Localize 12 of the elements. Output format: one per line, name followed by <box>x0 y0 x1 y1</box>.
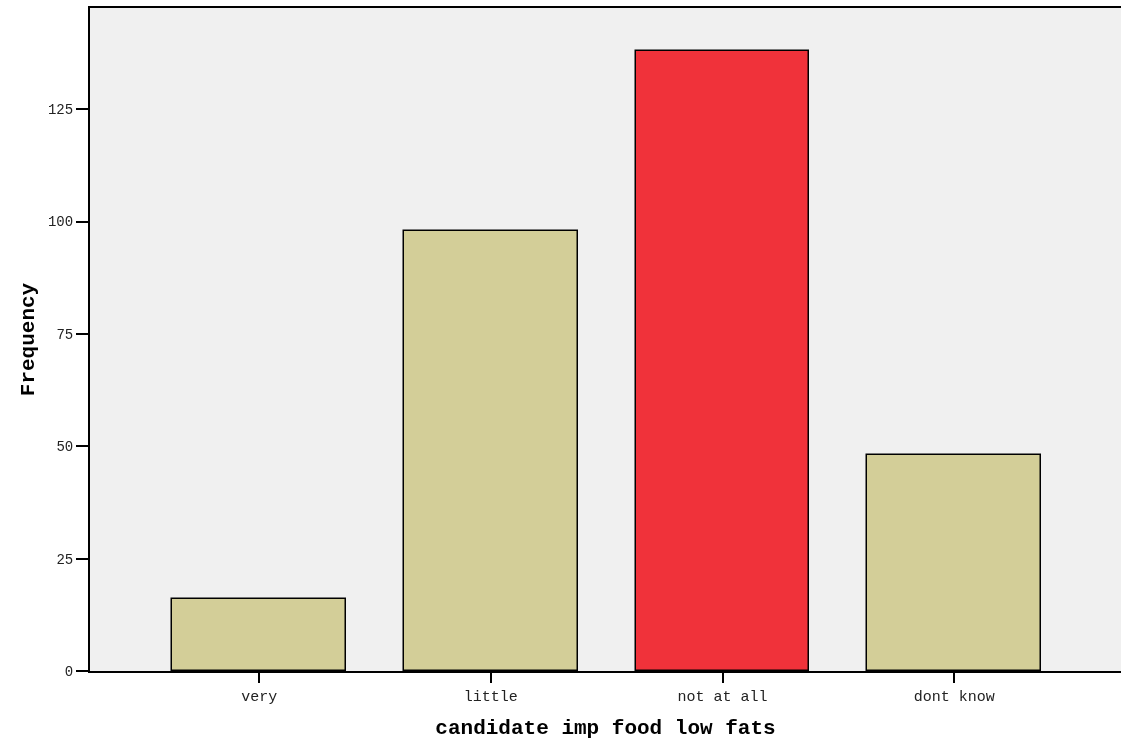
y-tick-label: 100 <box>47 214 74 231</box>
x-tick-label: little <box>463 689 518 706</box>
x-axis-title: candidate imp food low fats <box>435 716 776 740</box>
y-axis-title: Frequency <box>16 282 40 397</box>
y-tick-label: 125 <box>47 102 74 119</box>
y-tick-label: 75 <box>56 326 74 343</box>
y-tick-label: 0 <box>64 663 74 680</box>
y-tick-label: 50 <box>56 439 74 456</box>
x-tick-label: dont know <box>913 689 995 706</box>
x-tick-label: not at all <box>677 689 768 706</box>
y-tick-label: 25 <box>56 551 74 568</box>
x-tick-label: very <box>241 689 278 706</box>
